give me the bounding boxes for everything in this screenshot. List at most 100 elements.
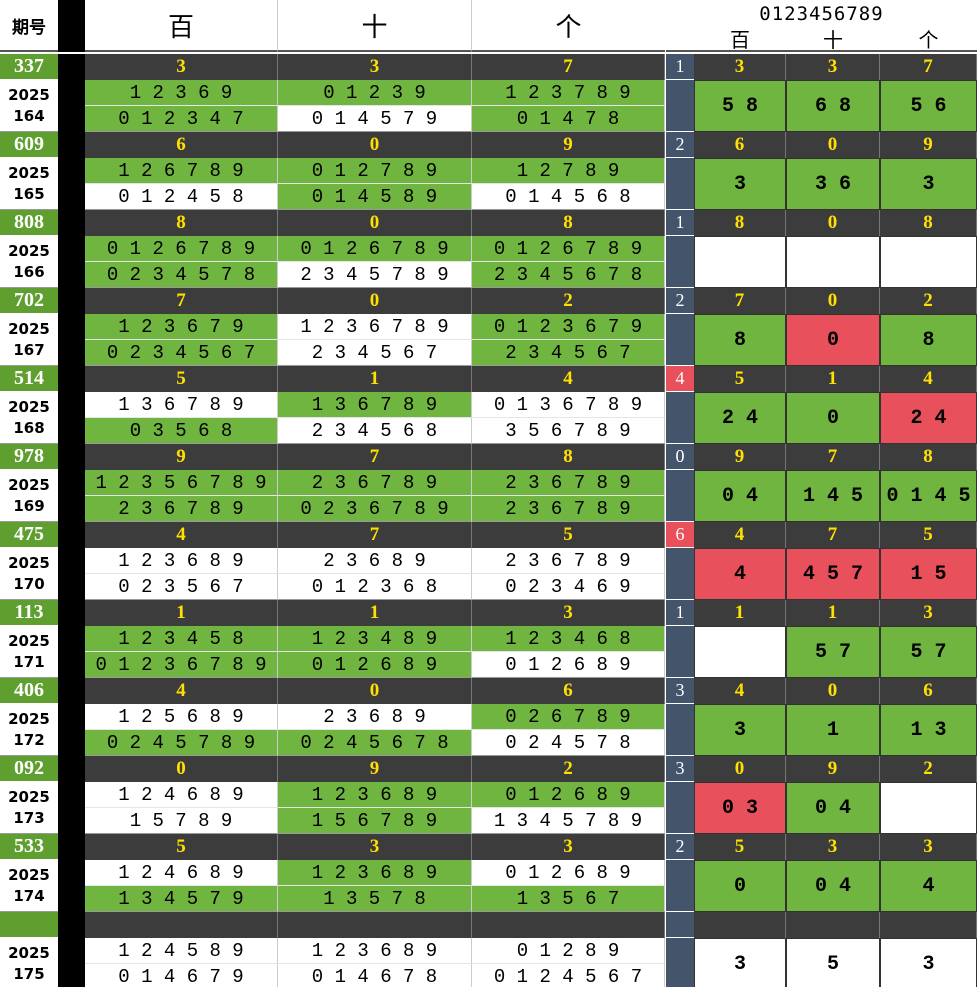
row-right-band-digit: 0 <box>694 756 786 782</box>
row-band-digit: 3 <box>472 600 665 626</box>
row-right-band-digit: 4 <box>694 522 786 548</box>
row-issue-year: 2025 <box>8 85 50 104</box>
row-band-digit: 0 <box>278 210 472 236</box>
row-right-value: 1 5 <box>880 548 977 600</box>
row-right-value <box>694 626 786 678</box>
header-separator <box>58 0 85 52</box>
row-digit-set: 0 1 2 3 6 7 9 <box>472 314 665 340</box>
row-digit-set: 1 2 3 6 8 9 <box>278 860 472 886</box>
row-right-band-digit: 5 <box>694 834 786 860</box>
row-separator <box>58 522 85 600</box>
row-band-digit: 6 <box>472 678 665 704</box>
row-issue-number: 166 <box>13 262 45 281</box>
row-digit-set: 1 5 7 8 9 <box>85 808 278 834</box>
row-right-band-digit: 8 <box>880 210 977 236</box>
row-digit-set: 0 1 3 6 7 8 9 <box>472 392 665 418</box>
row-draw-number: 609 <box>0 132 58 158</box>
row-right-band-digit: 4 <box>694 678 786 704</box>
row-side-bar <box>666 236 694 288</box>
row-issue-year: 2025 <box>8 709 50 728</box>
header-ge: 个 <box>472 0 665 52</box>
header-sub-ge: 个 <box>880 27 977 52</box>
row-band-digit: 0 <box>278 132 472 158</box>
row-digit-set: 0 1 2 4 5 8 <box>85 184 278 210</box>
row-side-value: 1 <box>666 54 694 80</box>
row-right-value: 3 6 <box>786 158 880 210</box>
row-right-band-digit: 7 <box>694 288 786 314</box>
row-digit-set: 0 1 2 3 4 7 <box>85 106 278 132</box>
row-right-value: 3 <box>694 158 786 210</box>
row-right-value: 0 <box>786 314 880 366</box>
row-right-band-digit: 0 <box>786 210 880 236</box>
row-band-digit: 8 <box>472 210 665 236</box>
row-issue-year: 2025 <box>8 631 50 650</box>
row-digit-set: 2 3 6 7 8 9 <box>85 496 278 522</box>
row-digit-set: 0 1 2 6 7 8 9 <box>278 236 472 262</box>
row-issue: 2025 167 <box>0 314 58 366</box>
row-issue-number: 174 <box>13 886 45 905</box>
row-issue-number: 167 <box>13 340 45 359</box>
row-digit-set: 0 1 2 3 6 8 <box>278 574 472 600</box>
row-digit-set: 0 1 2 8 9 <box>472 938 665 964</box>
row-digit-set: 1 3 4 5 7 9 <box>85 886 278 912</box>
row-separator <box>58 756 85 834</box>
row-right-band-digit: 4 <box>880 366 977 392</box>
row-right-band-digit: 1 <box>786 600 880 626</box>
row-digit-set: 2 3 4 5 6 7 <box>472 340 665 366</box>
row-band-digit: 2 <box>472 756 665 782</box>
row-digit-set: 0 2 3 6 7 8 9 <box>278 496 472 522</box>
row-issue-year: 2025 <box>8 553 50 572</box>
row-right-value: 4 <box>880 860 977 912</box>
row-side-value: 1 <box>666 600 694 626</box>
row-digit-set: 0 1 2 3 6 7 8 9 <box>85 652 278 678</box>
row-digit-set: 0 2 4 5 7 8 9 <box>85 730 278 756</box>
row-band-digit: 9 <box>278 756 472 782</box>
row-right-band-digit: 8 <box>694 210 786 236</box>
row-separator <box>58 678 85 756</box>
row-right-band-digit <box>694 912 786 938</box>
row-digit-set: 1 2 3 4 8 9 <box>278 626 472 652</box>
row-band-digit: 0 <box>278 288 472 314</box>
row-digit-set: 1 3 5 6 7 <box>472 886 665 912</box>
row-issue-year: 2025 <box>8 319 50 338</box>
row-digit-set: 0 1 2 6 8 9 <box>472 652 665 678</box>
row-digit-set: 2 3 4 5 6 7 <box>278 340 472 366</box>
row-issue: 2025 166 <box>0 236 58 288</box>
row-side-value <box>666 912 694 938</box>
row-band-digit: 3 <box>85 54 278 80</box>
row-band-digit: 8 <box>85 210 278 236</box>
row-band-digit: 3 <box>472 834 665 860</box>
row-digit-set: 0 1 2 6 7 8 9 <box>472 236 665 262</box>
row-right-value: 0 3 <box>694 782 786 834</box>
row-band-digit: 2 <box>472 288 665 314</box>
row-right-value: 5 7 <box>880 626 977 678</box>
row-digit-set: 1 3 4 5 7 8 9 <box>472 808 665 834</box>
row-right-value: 3 <box>880 938 977 987</box>
row-side-bar <box>666 470 694 522</box>
row-band-digit: 1 <box>85 600 278 626</box>
row-side-bar <box>666 80 694 132</box>
row-side-bar <box>666 548 694 600</box>
header-digits: 0123456789 <box>759 3 884 25</box>
row-right-band-digit: 0 <box>786 132 880 158</box>
row-right-value: 3 <box>694 704 786 756</box>
row-right-band-digit: 2 <box>880 756 977 782</box>
row-band-digit <box>278 912 472 938</box>
row-right-value: 3 <box>880 158 977 210</box>
row-right-band-digit: 8 <box>880 444 977 470</box>
row-issue-year: 2025 <box>8 241 50 260</box>
row-digit-set: 0 1 4 5 8 9 <box>278 184 472 210</box>
row-right-band-digit: 2 <box>880 288 977 314</box>
row-right-value: 2 4 <box>694 392 786 444</box>
row-right-band-digit: 0 <box>786 678 880 704</box>
row-digit-set: 0 1 2 4 5 6 7 <box>472 964 665 987</box>
row-right-band-digit: 3 <box>786 834 880 860</box>
row-digit-set: 0 2 4 5 7 8 <box>472 730 665 756</box>
row-digit-set: 1 5 6 7 8 9 <box>278 808 472 834</box>
row-right-value <box>694 236 786 288</box>
row-right-band-digit: 1 <box>694 600 786 626</box>
row-draw-number: 702 <box>0 288 58 314</box>
header-sub-corner <box>666 27 694 52</box>
row-digit-set: 0 2 3 5 6 7 <box>85 574 278 600</box>
row-right-band-digit: 7 <box>880 54 977 80</box>
